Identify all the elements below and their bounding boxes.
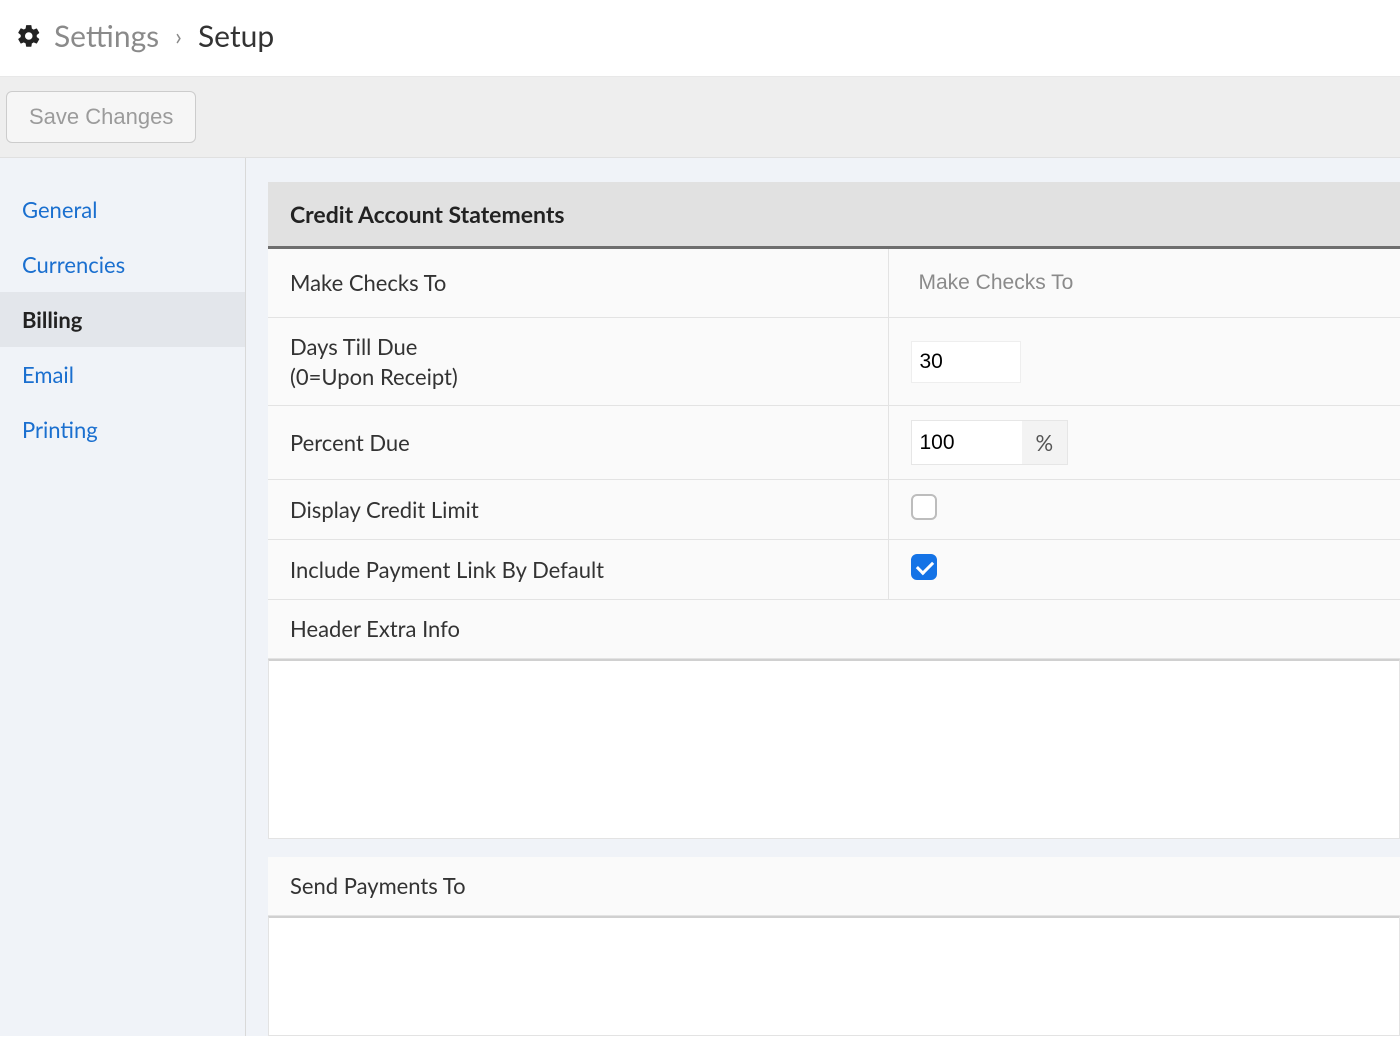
sidebar-item-label: Printing <box>22 416 98 443</box>
header-extra-info-block <box>268 659 1400 839</box>
row-include-payment-link: Include Payment Link By Default <box>268 540 1400 600</box>
sidebar-item-printing[interactable]: Printing <box>0 402 245 457</box>
row-display-credit-limit: Display Credit Limit <box>268 480 1400 540</box>
sidebar-item-label: General <box>22 196 97 223</box>
section-header: Credit Account Statements <box>268 182 1400 249</box>
settings-table-2: Send Payments To <box>268 857 1400 916</box>
row-make-checks-to: Make Checks To <box>268 249 1400 318</box>
breadcrumb: Settings › Setup <box>0 0 1400 76</box>
make-checks-to-input[interactable] <box>911 263 1379 303</box>
row-days-till-due: Days Till Due (0=Upon Receipt) <box>268 318 1400 406</box>
action-bar: Save Changes <box>0 76 1400 158</box>
send-payments-to-block <box>268 916 1400 1036</box>
settings-table: Make Checks To Days Till Due (0=Upon Rec… <box>268 249 1400 659</box>
include-payment-link-checkbox[interactable] <box>911 554 937 580</box>
field-label: Days Till Due (0=Upon Receipt) <box>268 318 888 406</box>
field-label: Send Payments To <box>268 857 1400 915</box>
gear-icon <box>16 23 42 49</box>
sidebar-item-currencies[interactable]: Currencies <box>0 237 245 292</box>
breadcrumb-parent[interactable]: Settings <box>54 18 159 54</box>
display-credit-limit-checkbox[interactable] <box>911 494 937 520</box>
field-label: Include Payment Link By Default <box>268 540 888 600</box>
percent-suffix: % <box>1022 421 1068 464</box>
header-extra-info-textarea[interactable] <box>269 661 1399 838</box>
sidebar-item-email[interactable]: Email <box>0 347 245 402</box>
row-percent-due: Percent Due % <box>268 406 1400 480</box>
sidebar-item-general[interactable]: General <box>0 182 245 237</box>
row-header-extra-info: Header Extra Info <box>268 600 1400 659</box>
send-payments-to-textarea[interactable] <box>269 918 1399 1035</box>
field-label: Percent Due <box>268 406 888 480</box>
sidebar-item-label: Currencies <box>22 251 125 278</box>
percent-due-input[interactable] <box>912 421 1022 464</box>
sidebar-item-label: Billing <box>22 306 82 333</box>
breadcrumb-current: Setup <box>198 18 274 54</box>
field-label: Display Credit Limit <box>268 480 888 540</box>
main-panel: Credit Account Statements Make Checks To… <box>246 158 1400 1036</box>
field-label: Make Checks To <box>268 249 888 318</box>
chevron-right-icon: › <box>175 22 182 51</box>
row-send-payments-to: Send Payments To <box>268 857 1400 915</box>
days-till-due-input[interactable] <box>911 341 1021 383</box>
sidebar-item-label: Email <box>22 361 74 388</box>
settings-sidebar: General Currencies Billing Email Printin… <box>0 158 246 1036</box>
save-changes-button[interactable]: Save Changes <box>6 91 196 143</box>
field-label: Header Extra Info <box>268 600 1400 659</box>
sidebar-item-billing[interactable]: Billing <box>0 292 245 347</box>
